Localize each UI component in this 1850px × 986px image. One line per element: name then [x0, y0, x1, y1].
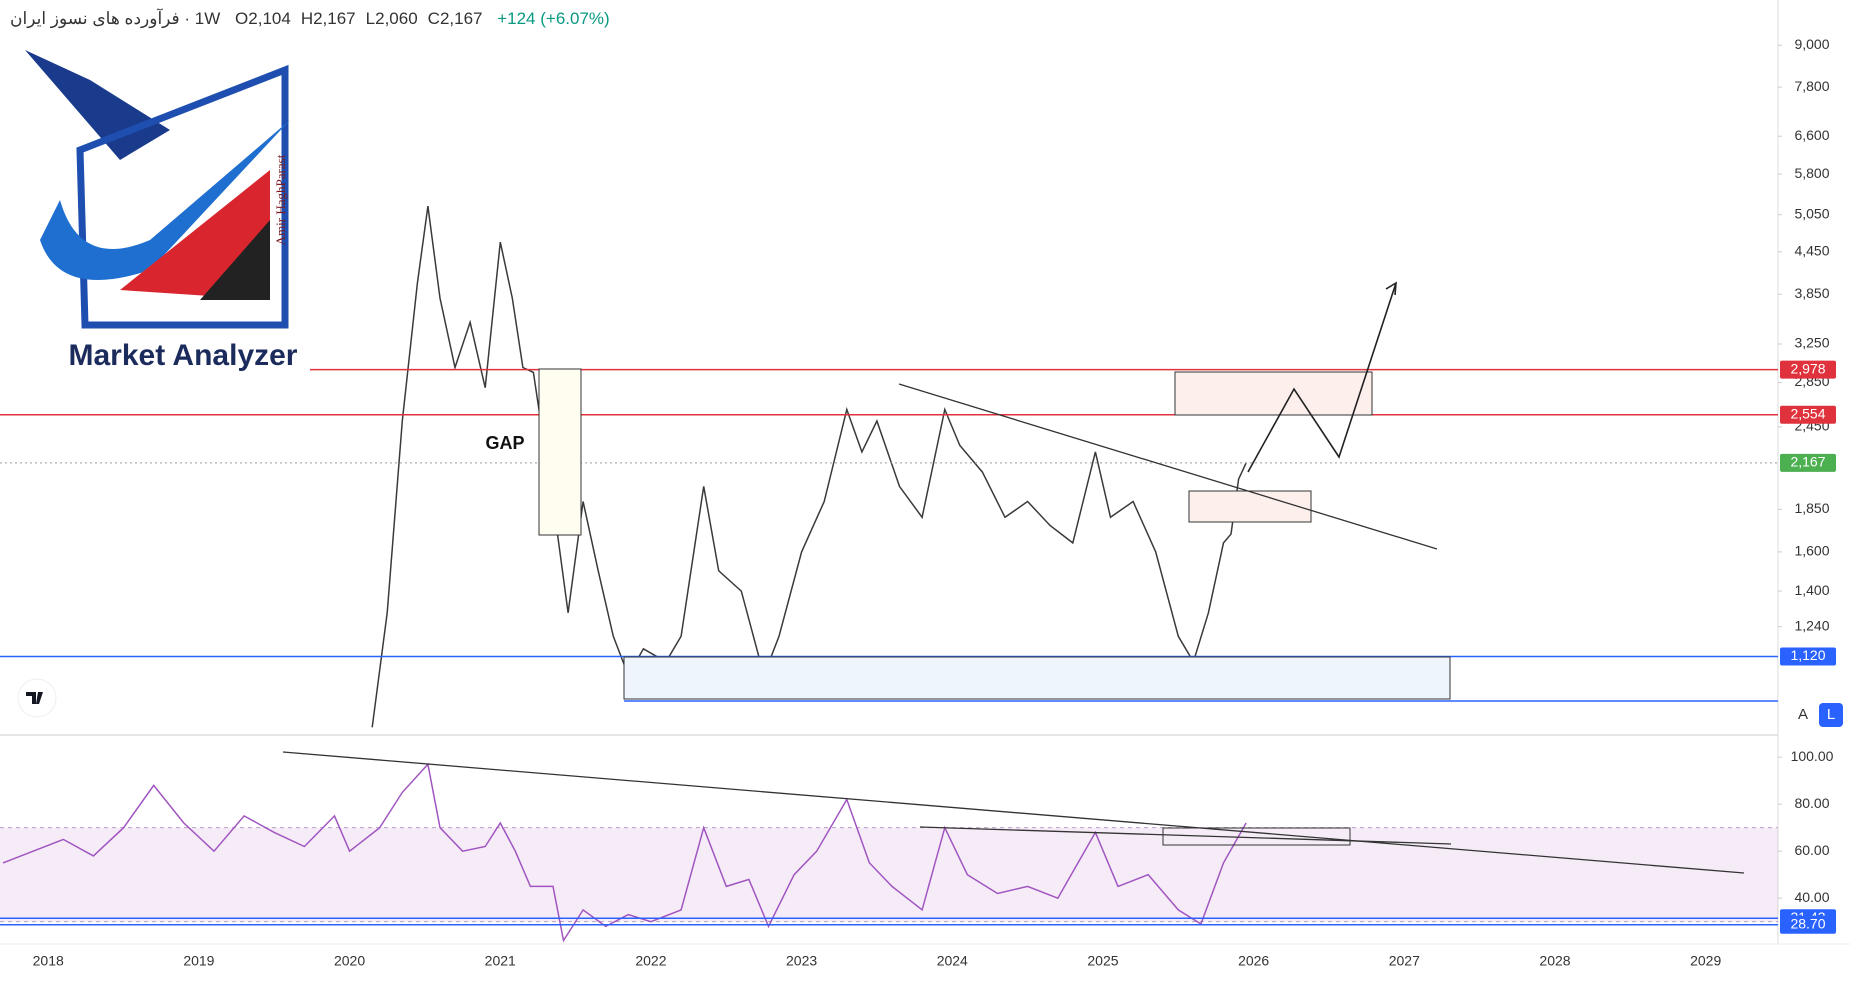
- drawings: GAP: [282, 281, 1778, 874]
- rsi-box: [1162, 827, 1351, 846]
- y-tick-label: 7,800: [1794, 78, 1829, 94]
- x-tick-label: 2022: [635, 953, 666, 969]
- y-tick-label: 60.00: [1794, 842, 1829, 858]
- rsi-band: [0, 827, 1778, 922]
- change: +124: [497, 9, 536, 28]
- x-tick-label: 2029: [1690, 953, 1721, 969]
- log-button[interactable]: L: [1819, 703, 1843, 727]
- level-label: 1,120: [1790, 647, 1825, 663]
- symbol: فرآورده های نسوز ایران: [10, 9, 180, 28]
- y-tick-label: 40.00: [1794, 889, 1829, 905]
- tv-badge: [17, 678, 57, 718]
- y-tick-label: 5,050: [1794, 205, 1829, 221]
- y-tick-label: 3,850: [1794, 285, 1829, 301]
- x-tick-label: 2019: [183, 953, 214, 969]
- x-tick-label: 2024: [937, 953, 968, 969]
- x-tick-label: 2028: [1539, 953, 1570, 969]
- auto-button[interactable]: A: [1797, 706, 1808, 723]
- y-tick-label: 1,600: [1794, 543, 1829, 559]
- logo-black: [200, 220, 270, 300]
- target-box: [1174, 371, 1373, 416]
- tv-icon: [26, 692, 43, 704]
- logo-swoosh: [40, 120, 290, 280]
- y-tick-label: 5,800: [1794, 165, 1829, 181]
- header: فرآورده های نسوز ایران · 1W O2,104 H2,167…: [10, 9, 610, 28]
- x-tick-label: 2020: [334, 953, 365, 969]
- y-tick-label: 1,240: [1794, 617, 1829, 633]
- y-tick-label: 4,450: [1794, 243, 1829, 259]
- breakout-box: [1188, 490, 1312, 523]
- ohlc-key: C: [427, 9, 440, 28]
- trendline: [898, 383, 1438, 550]
- series-line: [2, 762, 1247, 943]
- ohlc-key: H: [300, 9, 314, 28]
- ohlc: O2,104 H2,167 L2,060 C2,167: [225, 9, 482, 28]
- level-label: 2,167: [1790, 454, 1825, 470]
- level-label: 2,978: [1790, 360, 1825, 376]
- level-label-bg: [1780, 360, 1836, 379]
- y-tick-label: 80.00: [1794, 795, 1829, 811]
- series-line: [371, 205, 1247, 728]
- y-tick-label: 1,400: [1794, 582, 1829, 598]
- rsi-trendline: [282, 751, 1745, 874]
- logo-title: Market Analyzer: [69, 339, 298, 372]
- x-tick-label: 2021: [485, 953, 516, 969]
- y-tick-label: 9,000: [1794, 36, 1829, 52]
- arrow-head: [1385, 281, 1397, 296]
- support-box: [623, 656, 1451, 700]
- ohlc-value: 2,167: [313, 9, 356, 28]
- level-label-bg: [1780, 915, 1836, 934]
- ohlc-value: 2,104: [248, 9, 291, 28]
- level-label-bg: [1780, 453, 1836, 472]
- level-label-bg: [1780, 647, 1836, 666]
- ohlc-value: 2,060: [375, 9, 418, 28]
- logo: Market Analyzer Amir HaghParast: [0, 40, 310, 380]
- x-tick-label: 2023: [786, 953, 817, 969]
- x-tick-label: 2025: [1087, 953, 1118, 969]
- rsi-trendline-2: [919, 826, 1452, 845]
- y-tick-label: 6,600: [1794, 127, 1829, 143]
- gap-label: GAP: [485, 433, 524, 453]
- ohlc-key: L: [365, 9, 376, 28]
- y-tick-label: 3,250: [1794, 335, 1829, 351]
- projection-arrow: [1247, 282, 1397, 473]
- x-tick-label: 2026: [1238, 953, 1269, 969]
- level-label: 28.70: [1790, 915, 1825, 931]
- level-label: 2,554: [1790, 405, 1825, 421]
- ohlc-key: O: [235, 9, 249, 28]
- logo-author: Amir HaghParast: [273, 154, 288, 245]
- x-tick-label: 2027: [1389, 953, 1420, 969]
- gap-box: [538, 368, 582, 536]
- y-tick-label: 1,850: [1794, 500, 1829, 516]
- y-tick-label: 100.00: [1791, 748, 1834, 764]
- change-pct: (+6.07%): [540, 9, 610, 28]
- x-tick-label: 2018: [33, 953, 64, 969]
- interval: 1W: [194, 9, 221, 28]
- level-label-bg: [1780, 405, 1836, 424]
- ohlc-value: 2,167: [439, 9, 483, 28]
